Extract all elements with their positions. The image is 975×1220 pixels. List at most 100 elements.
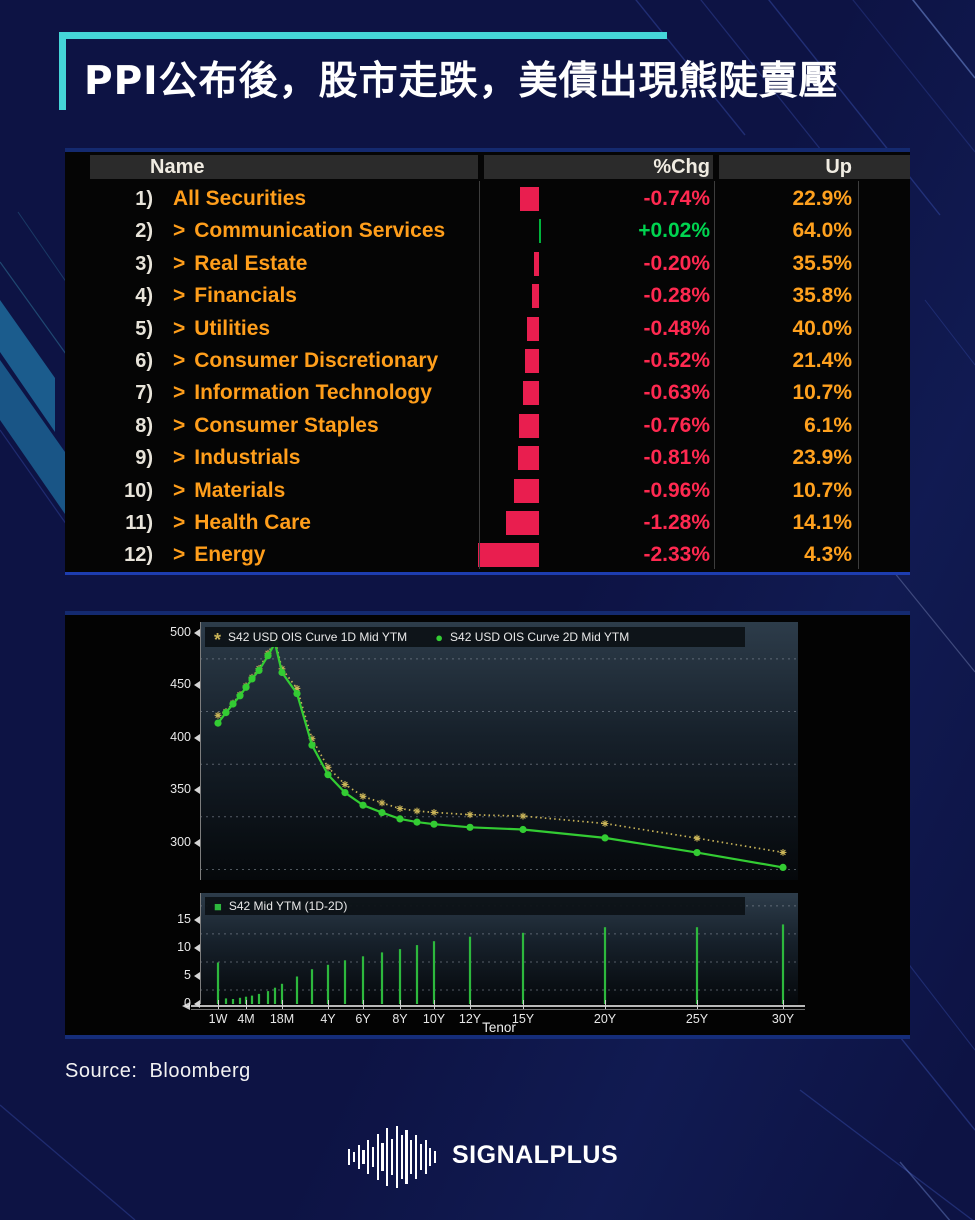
- x-axis-label: 4M: [228, 1012, 264, 1026]
- chg-bar: [478, 543, 539, 567]
- spread-bar: [239, 998, 241, 1004]
- sector-name: Consumer Discretionary: [194, 349, 438, 372]
- y-axis-tick: [194, 1000, 200, 1008]
- spread-bar: [399, 949, 401, 1004]
- page-title: PPI公布後，股市走跌，美債出現熊陡賣壓: [84, 50, 839, 106]
- waveform-bar: [391, 1139, 393, 1175]
- chg-value: -1.28%: [643, 507, 710, 539]
- waveform-bar: [425, 1140, 427, 1174]
- chevron-icon: >: [173, 219, 185, 242]
- chg-bar: [525, 349, 539, 373]
- row-number: 7): [89, 377, 153, 409]
- row-number: 8): [89, 410, 153, 442]
- table-row: 12) >Energy -2.33% 4.3%: [65, 539, 910, 571]
- data-point: [601, 834, 608, 841]
- x-axis-tick: [218, 1000, 219, 1009]
- x-axis-label: 30Y: [765, 1012, 801, 1026]
- chg-bar: [539, 219, 541, 243]
- data-point: [242, 684, 249, 691]
- chg-bar: [506, 511, 539, 535]
- up-value: 35.8%: [792, 280, 852, 312]
- up-value: 35.5%: [792, 248, 852, 280]
- chg-bar: [523, 381, 539, 405]
- data-point: [519, 826, 526, 833]
- table-row: 8) >Consumer Staples -0.76% 6.1%: [65, 410, 910, 442]
- waveform-bar: [420, 1144, 422, 1170]
- spread-bar: [522, 933, 524, 1004]
- title-accent-bar-vertical: [59, 32, 66, 110]
- table-row: 10) >Materials -0.96% 10.7%: [65, 475, 910, 507]
- waveform-bar: [381, 1143, 383, 1171]
- data-point: [222, 709, 229, 716]
- ois-curve-plot: [200, 622, 798, 880]
- sector-name: Real Estate: [194, 252, 307, 275]
- y-axis-tick: [194, 916, 200, 924]
- sector-name: Energy: [194, 543, 265, 566]
- chevron-icon: >: [173, 446, 185, 469]
- waveform-bar: [353, 1152, 355, 1162]
- sector-name-cell: >Financials: [173, 280, 297, 312]
- asterisk-markers: [215, 637, 787, 856]
- x-axis-label: 8Y: [382, 1012, 418, 1026]
- sector-name-cell: All Securities: [173, 183, 306, 215]
- y-axis-label: 10: [149, 940, 191, 954]
- y-axis-tick: [194, 734, 200, 742]
- sector-name: All Securities: [173, 187, 306, 210]
- spread-bar: [311, 969, 313, 1004]
- table-row: 5) >Utilities -0.48% 40.0%: [65, 313, 910, 345]
- data-point: [430, 821, 437, 828]
- source-attribution: Source: Bloomberg: [65, 1060, 251, 1083]
- waveform-bar: [434, 1151, 436, 1163]
- y-axis-label: 350: [149, 782, 191, 796]
- spread-bar: [782, 924, 784, 1004]
- x-axis-tick: [697, 1000, 698, 1009]
- x-axis-label: 25Y: [679, 1012, 715, 1026]
- sector-name-cell: >Real Estate: [173, 248, 308, 280]
- chevron-icon: >: [173, 381, 185, 404]
- waveform-bar: [401, 1135, 403, 1179]
- sector-name-cell: >Consumer Discretionary: [173, 345, 438, 377]
- sector-name-cell: >Utilities: [173, 313, 270, 345]
- chg-value: -0.52%: [643, 345, 710, 377]
- spread-bar: [327, 965, 329, 1004]
- data-point: [229, 700, 236, 707]
- chevron-icon: >: [173, 511, 185, 534]
- sector-name-cell: > Information Technology: [173, 377, 432, 409]
- chevron-icon: >: [173, 284, 185, 307]
- sector-name-cell: > Energy: [173, 539, 265, 571]
- table-row: 6) >Consumer Discretionary -0.52% 21.4%: [65, 345, 910, 377]
- y-axis-label: 15: [149, 912, 191, 926]
- sector-name: Materials: [194, 479, 285, 502]
- spread-bar: [251, 996, 253, 1004]
- spread-bar: [362, 956, 364, 1004]
- y-axis-tick: [194, 629, 200, 637]
- asterisk-marker-icon: *: [214, 636, 221, 644]
- waveform-bar: [415, 1135, 417, 1179]
- table-row: 2) >Communication Services +0.02% 64.0%: [65, 215, 910, 247]
- signalplus-waveform-logo: [348, 1126, 448, 1188]
- chg-value: -0.81%: [643, 442, 710, 474]
- chg-value: -0.20%: [643, 248, 710, 280]
- table-row: 1) All Securities -0.74% 22.9%: [65, 183, 910, 215]
- chg-value: -0.28%: [643, 280, 710, 312]
- x-axis-tick: [400, 1000, 401, 1009]
- signalplus-wordmark: SIGNALPLUS: [452, 1141, 618, 1170]
- table-header: Name %Chg Up: [65, 152, 910, 181]
- chg-value: +0.02%: [638, 215, 710, 247]
- up-value: 64.0%: [792, 215, 852, 247]
- column-separator: [714, 181, 715, 569]
- table-row: 7) >Information Technology -0.63% 10.7%: [65, 377, 910, 409]
- sector-name-cell: >Consumer Staples: [173, 410, 379, 442]
- waveform-bar: [362, 1150, 364, 1164]
- y-axis-tick: [194, 839, 200, 847]
- waveform-bar: [396, 1126, 398, 1188]
- chevron-icon: >: [173, 543, 185, 566]
- sector-name: Information Technology: [194, 381, 432, 404]
- chg-value: -0.74%: [643, 183, 710, 215]
- waveform-bar: [358, 1145, 360, 1169]
- spread-bar: [267, 991, 269, 1004]
- row-number: 1): [89, 183, 153, 215]
- x-axis-tick: [363, 1000, 364, 1009]
- series-line: [218, 640, 783, 852]
- spread-bar: [225, 998, 227, 1004]
